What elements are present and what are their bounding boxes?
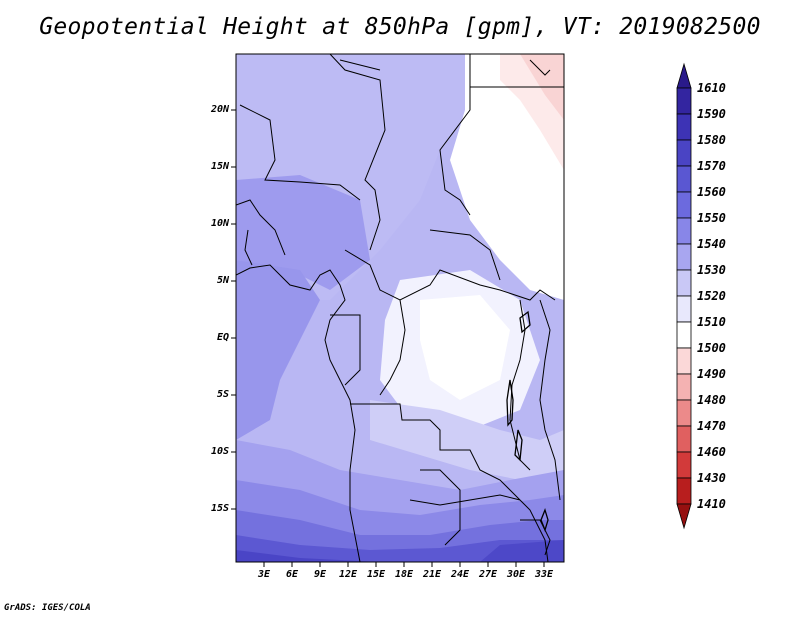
x-tick-label: 33E [534, 569, 554, 580]
colorbar-label: 1540 [697, 237, 726, 251]
colorbar-segment [676, 87, 692, 115]
colorbar-segment [676, 321, 692, 349]
lakes [506, 310, 549, 532]
x-tick-label: 18E [394, 569, 414, 580]
colorbar-segment [676, 191, 692, 219]
y-ticks [231, 109, 236, 510]
colorbar-segment [676, 425, 692, 453]
colorbar-label: 1410 [697, 497, 726, 511]
colorbar-segment [676, 165, 692, 193]
plot-title: Geopotential Height at 850hPa [gpm], VT:… [39, 14, 761, 40]
credit-text: GrADS: IGES/COLA [4, 603, 91, 613]
colorbar [676, 62, 692, 530]
colorbar-label: 1610 [697, 81, 726, 95]
colorbar-label: 1460 [697, 445, 726, 459]
colorbar-label: 1500 [697, 341, 726, 355]
x-tick-label: 3E [257, 569, 271, 580]
colorbar-segment [676, 269, 692, 297]
y-tick-label: 10N [210, 218, 229, 229]
y-tick-label: 5S [216, 389, 229, 400]
x-ticks [263, 562, 545, 567]
height-field [236, 54, 564, 562]
colorbar-label: 1490 [697, 367, 726, 381]
colorbar-segment [676, 113, 692, 141]
colorbar-top-arrow [676, 62, 692, 89]
y-tick-label: 5N [216, 275, 229, 286]
colorbar-label: 1590 [697, 107, 726, 121]
colorbar-label: 1470 [697, 419, 726, 433]
colorbar-segment [676, 347, 692, 375]
y-tick-label: 20N [210, 104, 229, 115]
x-tick-label: 15E [366, 569, 386, 580]
map-frame [235, 53, 565, 563]
colorbar-label: 1530 [697, 263, 726, 277]
colorbar-label: 1580 [697, 133, 726, 147]
colorbar-label: 1480 [697, 393, 726, 407]
colorbar-bottom-arrow [676, 503, 692, 530]
x-tick-label: 27E [478, 569, 498, 580]
colorbar-label: 1550 [697, 211, 726, 225]
y-tick-label: 15N [210, 161, 229, 172]
colorbar-label: 1510 [697, 315, 726, 329]
borders [236, 54, 564, 562]
x-tick-label: 24E [450, 569, 470, 580]
colorbar-segment [676, 295, 692, 323]
colorbar-segment [676, 243, 692, 271]
colorbar-segment [676, 477, 692, 505]
colorbar-segment [676, 139, 692, 167]
colorbar-segment [676, 217, 692, 245]
colorbar-label: 1520 [697, 289, 726, 303]
x-tick-label: 21E [422, 569, 442, 580]
colorbar-segment [676, 451, 692, 479]
colorbar-segment [676, 399, 692, 427]
colorbar-label: 1560 [697, 185, 726, 199]
x-tick-label: 12E [338, 569, 358, 580]
x-tick-label: 30E [506, 569, 526, 580]
colorbar-label: 1430 [697, 471, 726, 485]
x-tick-label: 6E [285, 569, 299, 580]
y-tick-label: 15S [210, 503, 229, 514]
x-tick-label: 9E [313, 569, 327, 580]
y-tick-label: 10S [210, 446, 229, 457]
colorbar-segment [676, 373, 692, 401]
colorbar-label: 1570 [697, 159, 726, 173]
y-tick-label: EQ [216, 332, 229, 343]
